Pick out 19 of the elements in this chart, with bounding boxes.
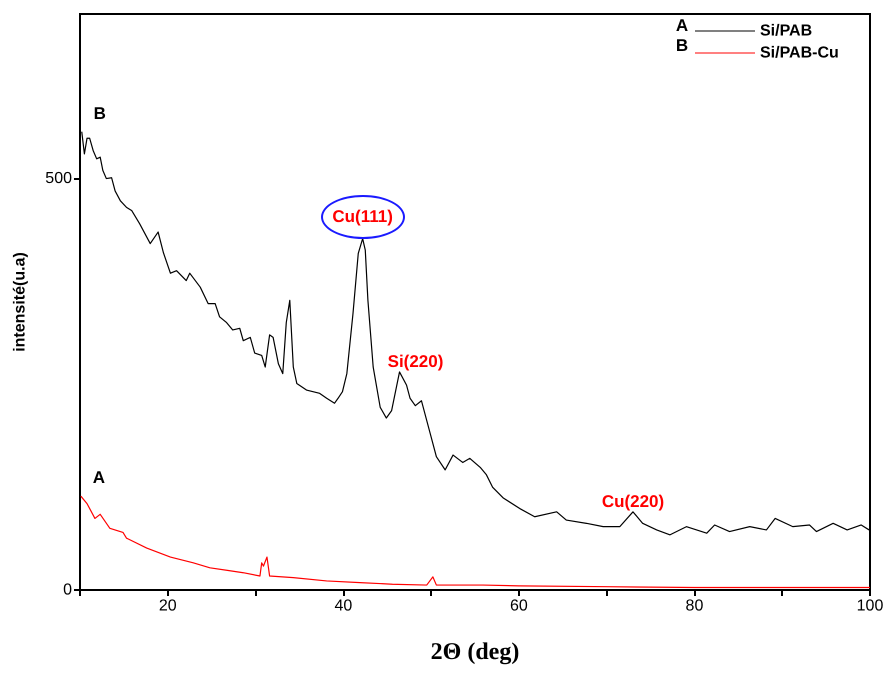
annotation: B — [676, 36, 688, 56]
annotation: A — [92, 468, 106, 488]
x-axis-title: 2Θ (deg) — [430, 639, 520, 665]
annotation: Si(220) — [388, 352, 444, 372]
annotation: A — [676, 16, 688, 36]
x-tick-label: 80 — [686, 598, 704, 614]
annotation: B — [94, 104, 106, 124]
x-tick-label: 100 — [856, 598, 884, 614]
line-series — [80, 496, 871, 588]
x-tick-label: 20 — [158, 598, 177, 614]
y-tick-label: 0 — [63, 582, 72, 598]
x-tick-label: 60 — [510, 598, 528, 614]
y-axis-title: intensité(u.a) — [12, 252, 28, 352]
annotation: Cu(111) — [332, 206, 393, 227]
y-tick-label: 500 — [45, 170, 72, 188]
legend-label: Si/PAB-Cu — [760, 44, 839, 62]
x-tick-label: 40 — [334, 598, 352, 614]
legend-label: Si/PAB — [760, 22, 812, 40]
annotation: Cu(220) — [602, 492, 664, 512]
